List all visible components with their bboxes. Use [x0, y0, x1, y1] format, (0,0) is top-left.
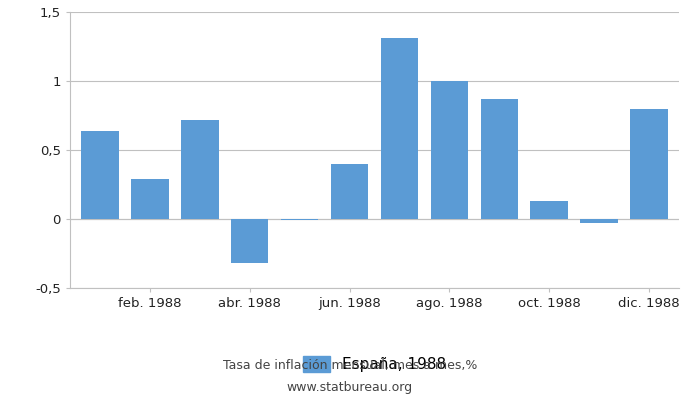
Bar [580, 219, 618, 223]
Bar [481, 99, 518, 219]
Bar [181, 120, 218, 219]
Bar [381, 38, 418, 219]
Text: Tasa de inflación mensual, mes a mes,%: Tasa de inflación mensual, mes a mes,% [223, 360, 477, 372]
Bar [531, 201, 568, 219]
Bar [331, 164, 368, 219]
Text: www.statbureau.org: www.statbureau.org [287, 382, 413, 394]
Bar [231, 219, 268, 263]
Bar [630, 109, 668, 219]
Bar [430, 81, 468, 219]
Legend: España, 1988: España, 1988 [302, 356, 447, 372]
Bar [131, 179, 169, 219]
Bar [81, 131, 119, 219]
Bar [281, 219, 318, 220]
